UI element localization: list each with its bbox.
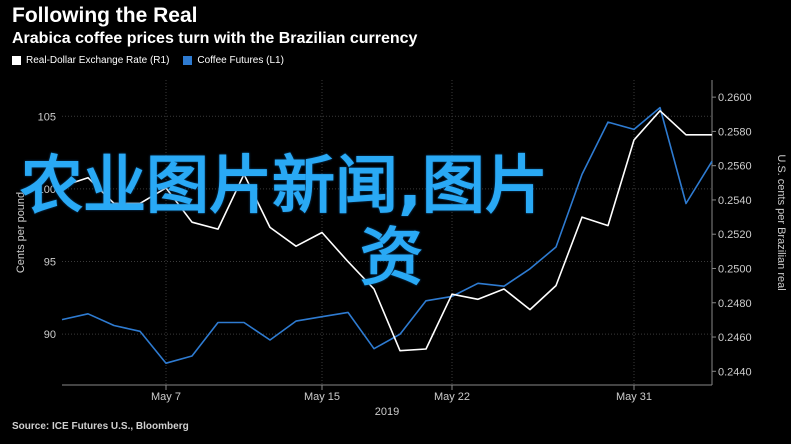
x-year-label: 2019 [375, 406, 399, 418]
right-tick-label: 0.2540 [718, 195, 752, 207]
legend-swatch-coffee [183, 56, 193, 65]
overlay-line-1: 农业图片新闻,图片 [20, 149, 548, 222]
right-tick-label: 0.2600 [718, 92, 752, 104]
right-tick-label: 0.2460 [718, 332, 752, 344]
real-dollar-line [61, 110, 712, 352]
left-tick-label: 90 [44, 329, 56, 341]
coffee-futures-line [61, 106, 713, 365]
legend-item-real: Real-Dollar Exchange Rate (R1) [12, 55, 169, 66]
legend: Real-Dollar Exchange Rate (R1) Coffee Fu… [12, 55, 298, 66]
right-tick-label: 0.2560 [718, 161, 752, 173]
legend-swatch-real [12, 56, 21, 65]
left-axis-title: Cents per pound [15, 192, 27, 273]
legend-label-real: Real-Dollar Exchange Rate (R1) [26, 55, 170, 66]
legend-label-coffee: Coffee Futures (L1) [197, 55, 284, 66]
right-tick-label: 0.2500 [718, 263, 752, 275]
chart-title: Following the Real [12, 4, 198, 27]
right-tick-label: 0.2580 [718, 126, 752, 138]
overlay-line-2: 资 [360, 221, 423, 294]
right-tick-label: 0.2520 [718, 229, 752, 241]
source-note: Source: ICE Futures U.S., Bloomberg [12, 421, 189, 432]
x-tick-label: May 7 [151, 391, 181, 403]
chart-subtitle: Arabica coffee prices turn with the Braz… [12, 30, 418, 47]
legend-item-coffee: Coffee Futures (L1) [183, 55, 284, 66]
x-tick-label: May 22 [434, 391, 470, 403]
left-tick-label: 100 [38, 184, 56, 196]
x-tick-label: May 31 [616, 391, 652, 403]
right-tick-label: 0.2440 [718, 366, 752, 378]
right-tick-label: 0.2480 [718, 298, 752, 310]
left-tick-label: 105 [38, 111, 56, 123]
x-tick-label: May 15 [304, 391, 340, 403]
left-tick-label: 95 [44, 257, 56, 269]
right-axis-title: U.S. cents per Brazilian real [775, 154, 787, 290]
watermark-overlay-text: 农业图片新闻,图片 资 [20, 150, 548, 294]
